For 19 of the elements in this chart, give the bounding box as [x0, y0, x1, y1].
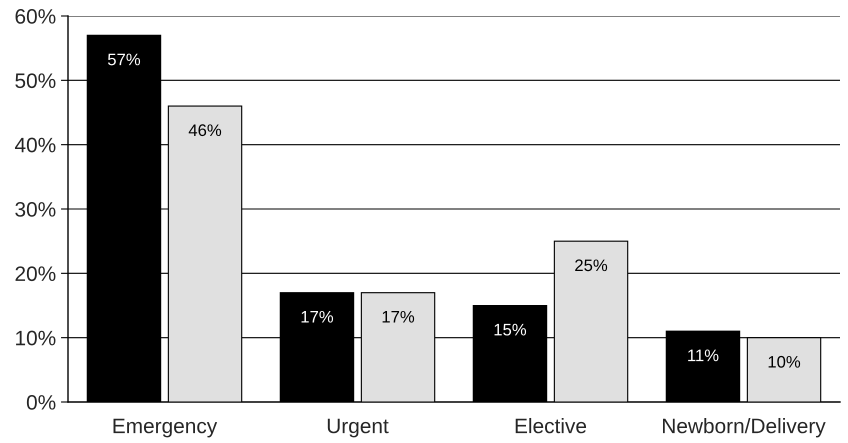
- y-tick-label: 40%: [14, 138, 56, 152]
- x-tick-label: Newborn/Delivery: [663, 418, 826, 438]
- data-label: 10%: [768, 356, 800, 368]
- y-tick-label: 30%: [15, 202, 56, 217]
- x-tick-label: Elective: [516, 418, 586, 434]
- data-label: 17%: [382, 310, 414, 323]
- data-label: 17%: [302, 310, 334, 323]
- y-tick-label: 60%: [16, 9, 56, 24]
- data-label: 25%: [575, 259, 608, 272]
- x-tick-label: Emergency: [114, 418, 218, 438]
- data-label: 46%: [188, 124, 222, 136]
- y-tick-label: 10%: [16, 330, 56, 346]
- x-tick-label: Urgent: [328, 418, 389, 438]
- y-tick-label: 20%: [16, 266, 56, 282]
- y-tick-label: 50%: [15, 73, 56, 88]
- data-label: 11%: [688, 350, 718, 362]
- data-label: 57%: [108, 54, 140, 66]
- data-label: 15%: [494, 324, 526, 336]
- y-tick-label: 0%: [26, 395, 56, 410]
